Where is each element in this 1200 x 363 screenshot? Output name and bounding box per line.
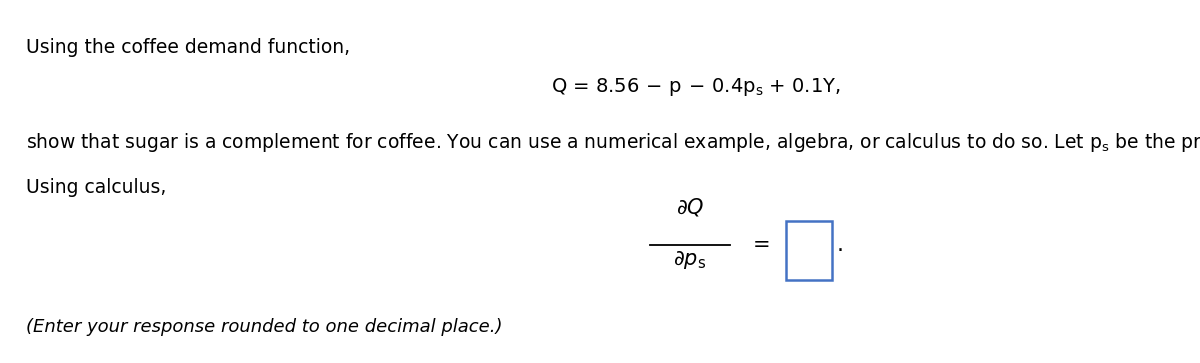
Text: Using calculus,: Using calculus, xyxy=(26,178,167,197)
Text: =: = xyxy=(754,235,770,255)
Text: (Enter your response rounded to one decimal place.): (Enter your response rounded to one deci… xyxy=(26,318,503,336)
Text: Using the coffee demand function,: Using the coffee demand function, xyxy=(26,38,350,57)
Text: $\partial$p$_\mathsf{s}$: $\partial$p$_\mathsf{s}$ xyxy=(673,249,707,271)
Text: .: . xyxy=(836,235,844,255)
Text: show that sugar is a complement for coffee. You can use a numerical example, alg: show that sugar is a complement for coff… xyxy=(26,131,1200,154)
Text: $\partial$Q: $\partial$Q xyxy=(676,196,704,218)
Text: Q = 8.56$\,-\,$p$\,-\,$0.4p$_\mathsf{s}$ $+$ 0.1Y,: Q = 8.56$\,-\,$p$\,-\,$0.4p$_\mathsf{s}$… xyxy=(551,76,841,98)
